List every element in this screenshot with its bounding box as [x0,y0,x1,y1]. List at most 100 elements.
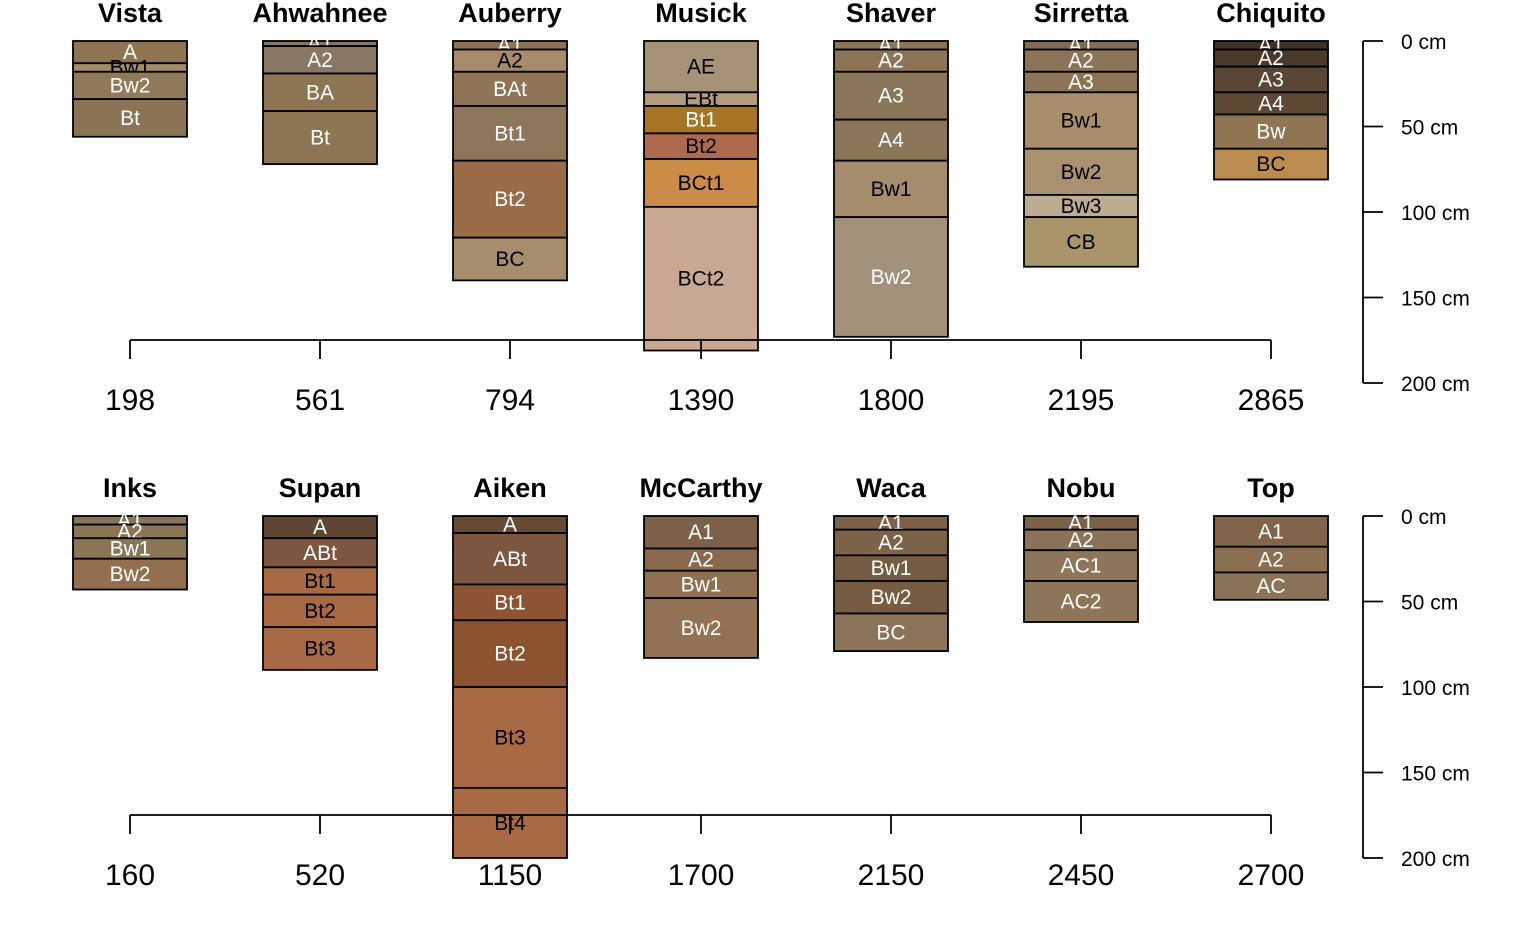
horizon-label: A [123,41,137,64]
profile-name: Waca [856,473,927,503]
horizon-label: Bw2 [871,586,912,609]
horizon-label: AC [1256,575,1285,598]
horizon-label: A [313,516,327,539]
elevation-label: 2150 [858,859,925,892]
horizon-label: Bw2 [110,74,151,97]
horizon-label: AC1 [1061,555,1102,578]
elevation-label: 1800 [858,384,925,417]
horizon-band [1023,91,1139,150]
horizon-label: Bw1 [1061,110,1102,133]
horizon-band [643,105,759,135]
horizon-label: Bt [120,107,140,130]
elevation-label: 160 [105,859,155,892]
horizon-band [452,619,568,688]
horizon-band [452,236,568,282]
horizon-label: Bt2 [685,135,717,158]
horizon-band [452,532,568,586]
horizon-label: Bt [310,127,330,150]
depth-tick-label: 200 cm [1401,848,1470,871]
profile-name: Nobu [1047,473,1116,503]
horizon-label: BC [1256,153,1285,176]
profile-name: Chiquito [1216,0,1325,28]
elevation-label: 520 [295,859,345,892]
horizon-label: A1 [1258,520,1284,543]
horizon-band [1023,216,1139,268]
elevation-axis: 160 520 1150 1700 2150 2450 2700 [105,814,1305,892]
horizon-label: BC [876,621,905,644]
horizon-label: A2 [497,50,523,73]
horizon-label: AC2 [1061,591,1102,614]
elevation-label: 1150 [478,859,543,892]
horizon-label: BC [495,248,524,271]
horizon-label: Bw1 [110,537,151,560]
horizon-band [833,528,949,557]
horizon-band [452,70,568,107]
depth-tick-label: 0 cm [1401,506,1447,529]
horizon-label: Bw3 [1061,195,1102,218]
horizon-label: A4 [1258,92,1284,115]
horizon-label: Bt3 [304,638,336,661]
horizon-band [643,158,759,208]
horizon-band [643,597,759,659]
elevation-label: 2865 [1238,384,1305,417]
profile-layer: VistaABw1Bw2BtAhwahneeA1A2BABtAuberryA1A… [72,0,1329,352]
profile-layer: InksA1A2Bw1Bw2SupanAABtBt1Bt2Bt3AikenAAB… [72,473,1329,859]
horizon-band [1213,545,1329,574]
horizon-label: BAt [493,78,527,101]
horizon-band [643,515,759,550]
elevation-label: 2700 [1238,859,1305,892]
horizon-label: A2 [1068,529,1094,552]
soil-profile: Top A1 A2 AC [1213,473,1329,601]
horizon-label: Bt1 [304,570,336,593]
elevation-axis: 198 561 794 1390 1800 2195 2865 [105,339,1305,417]
horizon-label: Bw [1256,121,1286,144]
panel-1: VistaABw1Bw2BtAhwahneeA1A2BABtAuberryA1A… [72,0,1470,417]
horizon-label: Bt2 [494,188,526,211]
horizon-band [452,105,568,162]
horizon-label: A2 [1258,47,1284,70]
horizon-label: A [503,514,517,537]
horizon-label: Bt2 [304,600,336,623]
depth-tick-label: 100 cm [1401,202,1470,225]
horizon-label: Bw2 [871,266,912,289]
horizon-label: A2 [688,549,714,572]
elevation-label: 1390 [668,384,735,417]
horizon-label: A3 [1258,68,1284,91]
horizon-label: Bt2 [494,643,526,666]
profile-name: Sirretta [1034,0,1130,28]
horizon-band [72,70,188,101]
depth-tick-label: 200 cm [1401,373,1470,396]
horizon-band [1213,65,1329,94]
horizon-band [452,583,568,622]
horizon-label: Bw1 [871,557,912,580]
horizon-band [1023,580,1139,623]
profile-name: McCarthy [639,473,762,503]
elevation-label: 2450 [1048,859,1115,892]
horizon-band [72,557,188,591]
horizon-band [452,686,568,789]
horizon-band [643,40,759,94]
horizon-label: CB [1066,231,1095,254]
horizon-label: A2 [307,49,333,72]
elevation-label: 794 [485,384,535,417]
horizon-label: BA [306,81,334,104]
horizon-label: ABt [303,542,337,565]
horizon-label: Bw2 [110,563,151,586]
horizon-label: Bt1 [494,591,526,614]
elevation-label: 1700 [668,859,735,892]
horizon-band [1023,147,1139,196]
panel-2: InksA1A2Bw1Bw2SupanAABtBt1Bt2Bt3AikenAAB… [72,473,1470,892]
profile-name: Vista [98,0,163,28]
horizon-label: A2 [1258,549,1284,572]
soil-profile: Supan A ABt Bt1 Bt2 Bt3 [262,473,378,671]
horizon-band [833,612,949,652]
horizon-label: Bw2 [1061,161,1102,184]
